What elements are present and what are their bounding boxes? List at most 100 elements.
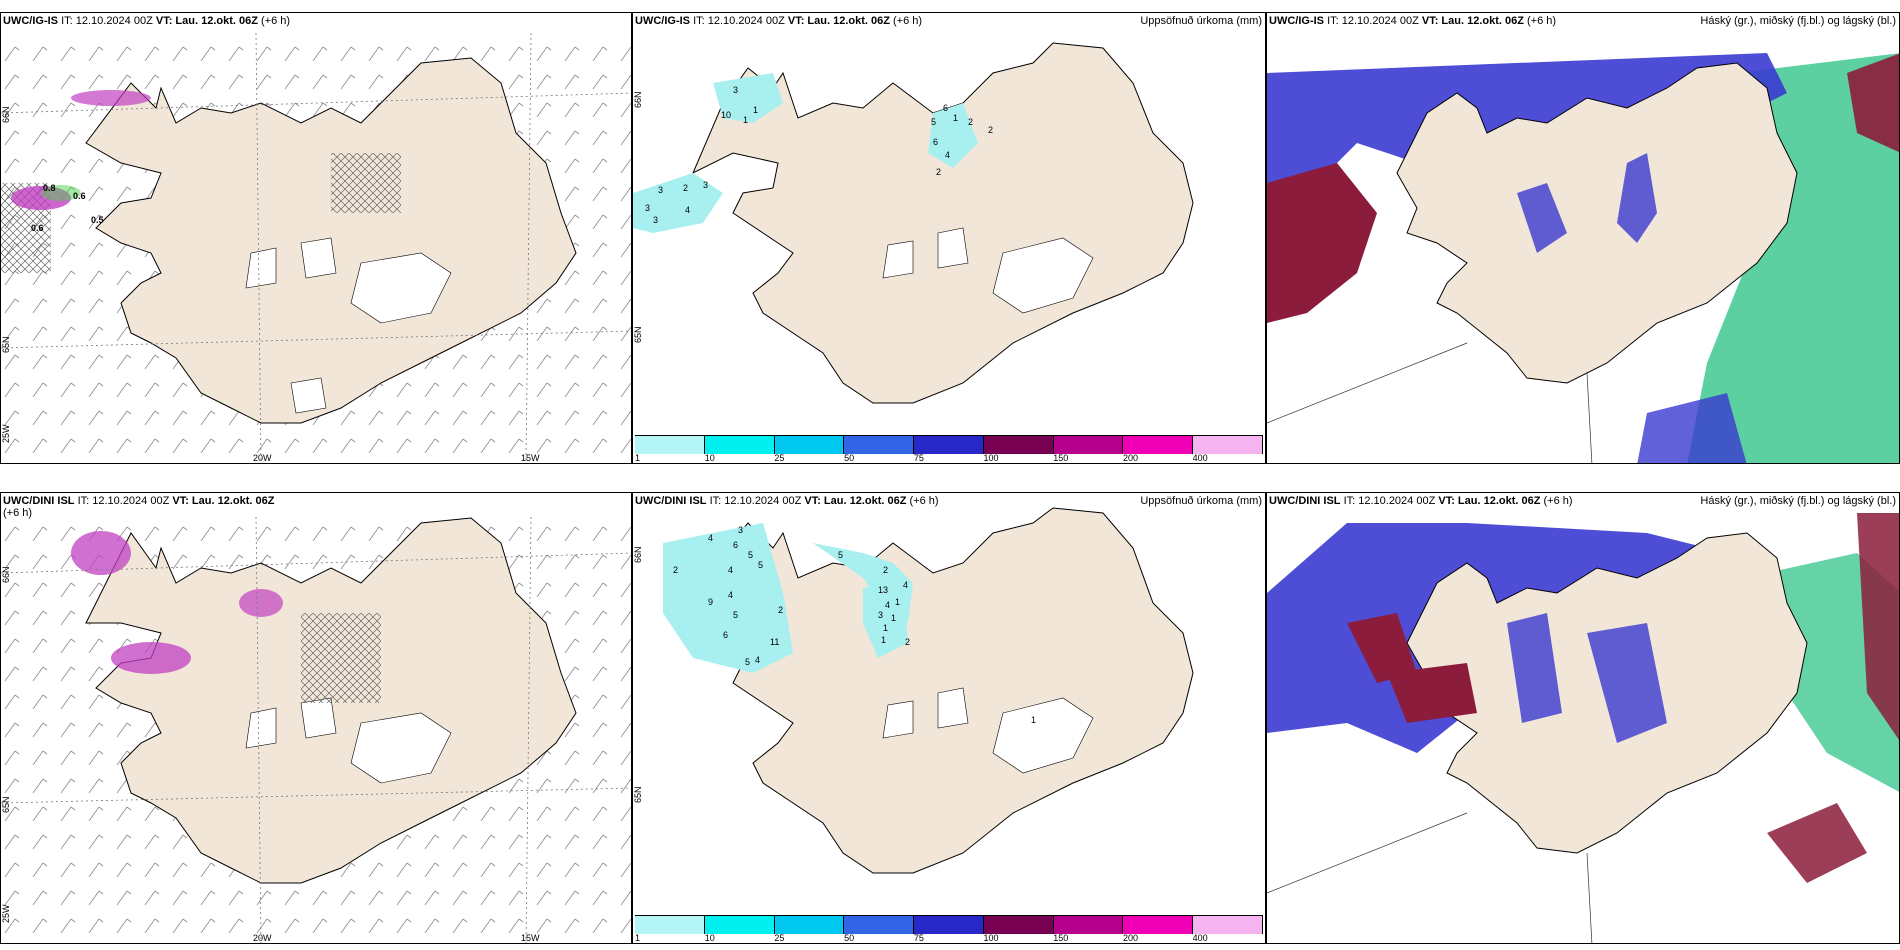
precip-legend: 1 10 25 50 75 100 150 200 400 <box>633 915 1265 943</box>
legend-tick: 1 <box>635 453 641 463</box>
panel-title: Háský (gr.), miðský (fj.bl.) og lágský (… <box>1700 15 1896 27</box>
precip-label: 6 <box>933 137 938 147</box>
panel-header: UWC/DINI ISL IT: 12.10.2024 00Z VT: Lau.… <box>635 495 939 507</box>
cloud-map <box>1267 513 1899 943</box>
glacier <box>882 240 914 279</box>
legend-tick: 25 <box>774 933 785 943</box>
legend-tick: 1 <box>635 933 641 943</box>
wind-label: 0.6 <box>73 191 86 201</box>
precip-label: 6 <box>943 103 948 113</box>
lat-label: 66N <box>1 106 11 123</box>
glacier <box>937 227 969 269</box>
glacier <box>300 697 337 739</box>
precip-label: 5 <box>931 117 936 127</box>
wind-label: 0.8 <box>43 183 56 193</box>
glacier <box>245 247 277 289</box>
wind-overlay <box>71 531 131 575</box>
cloud-low <box>1507 613 1562 723</box>
iceland-land <box>1396 62 1798 384</box>
lat-label: 65N <box>633 326 643 343</box>
precip-label: 1 <box>883 623 888 633</box>
panel-header: UWC/IG-IS IT: 12.10.2024 00Z VT: Lau. 12… <box>635 15 923 27</box>
precip-label: 1 <box>1031 715 1036 725</box>
legend-tick: 75 <box>913 933 924 943</box>
lat-label: 65N <box>1 796 11 813</box>
precip-label: 3 <box>738 525 743 535</box>
panel-cloud-ig: UWC/IG-IS IT: 12.10.2024 00Z VT: Lau. 12… <box>1266 12 1900 464</box>
cloud-low <box>1637 393 1747 463</box>
precip-label: 4 <box>728 590 733 600</box>
precip-label: 4 <box>728 565 733 575</box>
precip-label: 6 <box>733 540 738 550</box>
cloud-low <box>1517 183 1567 253</box>
precip-label: 1 <box>881 635 886 645</box>
legend-tick: 150 <box>1053 933 1069 943</box>
panel-precip-ig: UWC/IG-IS IT: 12.10.2024 00Z VT: Lau. 12… <box>632 12 1266 464</box>
lat-label: 66N <box>633 91 643 108</box>
legend-tick: 10 <box>704 933 715 943</box>
lon-label: 15W <box>521 933 540 943</box>
panel-cloud-dini: UWC/DINI ISL IT: 12.10.2024 00Z VT: Lau.… <box>1266 492 1900 944</box>
precip-label: 5 <box>748 550 753 560</box>
precip-label: 2 <box>673 565 678 575</box>
panel-title: Háský (gr.), miðský (fj.bl.) og lágský (… <box>1700 495 1896 507</box>
glacier <box>300 237 337 279</box>
wind-overlay <box>239 589 283 617</box>
legend-tick: 100 <box>983 453 999 463</box>
wind-map: 0.8 0.6 0.6 0.5 66N 65N 25W 20W 15W <box>1 32 631 463</box>
precip-label: 2 <box>936 167 941 177</box>
precip-label: 1 <box>743 115 748 125</box>
precip-label: 3 <box>653 215 658 225</box>
wind-overlay <box>71 90 151 106</box>
precip-label: 2 <box>778 605 783 615</box>
precip-area <box>863 578 908 658</box>
panel-header: UWC/DINI ISL IT: 12.10.2024 00Z VT: Lau.… <box>3 495 275 519</box>
lon-label: 20W <box>253 933 272 943</box>
lon-label: 20W <box>253 453 272 463</box>
precip-map: 3 4 6 5 2 4 5 9 4 5 2 6 11 5 4 5 2 4 13 … <box>633 507 1194 874</box>
precip-label: 4 <box>685 205 690 215</box>
hatch-area <box>331 153 401 213</box>
precip-label: 4 <box>755 655 760 665</box>
panel-wind-ig: UWC/IG-IS IT: 12.10.2024 00Z VT: Lau. 12… <box>0 12 632 464</box>
precip-label: 4 <box>903 580 908 590</box>
precip-label: 5 <box>758 560 763 570</box>
legend-tick: 200 <box>1122 453 1138 463</box>
wind-overlay <box>111 642 191 674</box>
cloud-high <box>1387 663 1477 723</box>
panel-precip-dini: UWC/DINI ISL IT: 12.10.2024 00Z VT: Lau.… <box>632 492 1266 944</box>
glacier <box>245 707 277 749</box>
precip-label: 2 <box>988 125 993 135</box>
glacier <box>882 700 914 739</box>
lon-label: 15W <box>521 453 540 463</box>
panel-title: Uppsöfnuð úrkoma (mm) <box>1140 15 1262 27</box>
panel-wind-dini: UWC/DINI ISL IT: 12.10.2024 00Z VT: Lau.… <box>0 492 632 944</box>
precip-label: 1 <box>895 597 900 607</box>
precip-label: 5 <box>733 610 738 620</box>
lat-label: 65N <box>1 336 11 353</box>
panel-header: UWC/DINI ISL IT: 12.10.2024 00Z VT: Lau.… <box>1269 495 1573 507</box>
glacier <box>992 237 1094 314</box>
legend-tick: 150 <box>1053 453 1069 463</box>
precip-label: 2 <box>968 117 973 127</box>
precip-label: 4 <box>945 150 950 160</box>
cloud-high <box>1857 513 1899 741</box>
glacier <box>350 712 452 784</box>
legend-tick: 75 <box>913 453 924 463</box>
cloud-high <box>1267 163 1377 323</box>
lat-label: 65N <box>633 786 643 803</box>
legend-tick: 10 <box>704 453 715 463</box>
lon-label: 25W <box>1 904 11 923</box>
precip-label: 1 <box>753 105 758 115</box>
precip-label: 1 <box>953 113 958 123</box>
precip-label: 3 <box>733 85 738 95</box>
precip-label: 5 <box>745 657 750 667</box>
precip-label: 2 <box>683 183 688 193</box>
precip-label: 3 <box>703 180 708 190</box>
wind-map: 66N 65N 25W 20W 15W <box>1 516 631 943</box>
precip-legend: 1 10 25 50 75 100 150 200 400 <box>633 435 1265 463</box>
legend-tick: 50 <box>844 453 855 463</box>
precip-label: 10 <box>721 110 731 120</box>
cloud-low <box>1587 623 1667 743</box>
precip-area <box>633 173 723 233</box>
